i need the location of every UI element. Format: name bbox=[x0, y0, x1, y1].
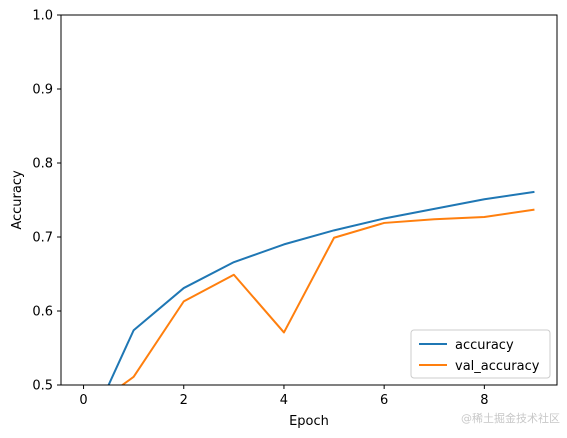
series-line-val-accuracy bbox=[120, 208, 535, 385]
y-tick-label: 0.9 bbox=[32, 83, 53, 98]
x-axis-ticks: 0 2 4 6 8 bbox=[79, 385, 488, 408]
plot-frame bbox=[60, 14, 558, 386]
x-axis-label: Epoch bbox=[289, 414, 329, 429]
x-tick-label: 6 bbox=[380, 393, 388, 408]
y-axis-label: Accuracy bbox=[10, 170, 25, 230]
series-lines bbox=[107, 190, 535, 385]
y-tick-label: 0.5 bbox=[32, 379, 53, 394]
x-tick-label: 0 bbox=[79, 393, 87, 408]
y-axis-ticks: 0.5 0.6 0.7 0.8 0.9 1.0 bbox=[32, 9, 61, 394]
y-tick-label: 0.6 bbox=[32, 305, 53, 320]
y-tick-label: 0.8 bbox=[32, 157, 53, 172]
legend-label-val-accuracy: val_accuracy bbox=[455, 359, 540, 374]
y-tick-label: 0.7 bbox=[32, 231, 53, 246]
x-tick-label: 2 bbox=[180, 393, 188, 408]
legend-label-accuracy: accuracy bbox=[455, 338, 514, 353]
x-tick-label: 4 bbox=[280, 393, 288, 408]
legend: accuracy val_accuracy bbox=[410, 329, 551, 379]
watermark: @稀土掘金技术社区 bbox=[461, 411, 560, 425]
y-tick-label: 1.0 bbox=[32, 9, 53, 24]
series-line-accuracy bbox=[107, 190, 535, 385]
x-tick-label: 8 bbox=[480, 393, 488, 408]
